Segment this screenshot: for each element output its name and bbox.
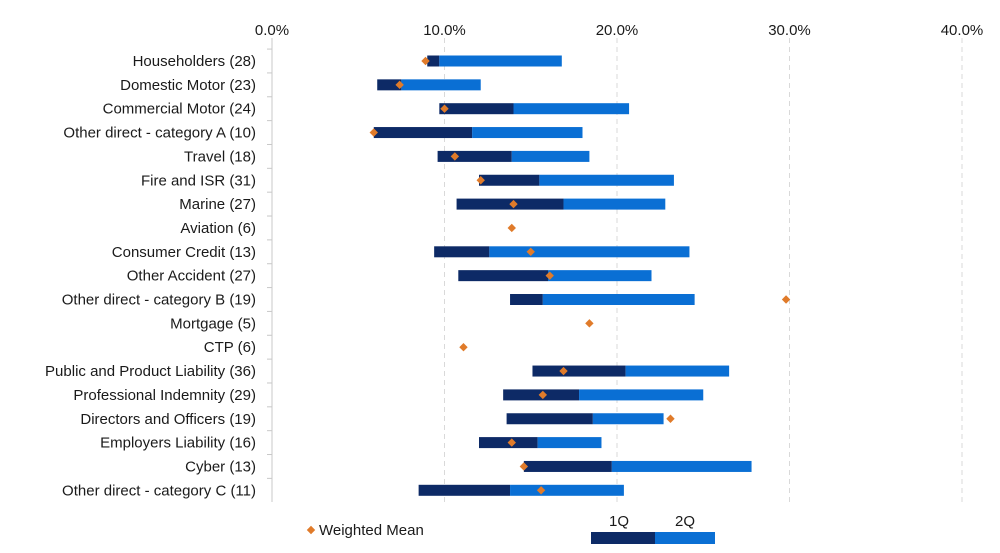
weighted-mean-marker xyxy=(507,438,516,447)
category-label: Travel (18) xyxy=(184,148,256,165)
weighted-mean-marker xyxy=(526,247,535,256)
bar-1q xyxy=(437,150,512,162)
category-label: CTP (6) xyxy=(204,339,256,356)
weighted-mean-marker xyxy=(440,104,449,113)
bar-1q xyxy=(532,365,626,377)
category-label: Cyber (13) xyxy=(185,458,256,475)
bar-2q xyxy=(611,460,752,472)
legend-weighted-mean-label: Weighted Mean xyxy=(319,522,424,539)
weighted-mean-marker xyxy=(450,152,460,161)
weighted-mean-marker xyxy=(519,462,529,471)
bar-1q xyxy=(510,294,543,305)
bar-1q xyxy=(434,246,490,258)
weighted-mean-marker xyxy=(509,199,518,209)
weighted-mean-marker xyxy=(666,414,675,423)
bar-2q xyxy=(539,174,674,186)
category-label: Mortgage (5) xyxy=(170,315,256,332)
bar-2q xyxy=(401,79,481,91)
legend-2q-swatch xyxy=(655,532,715,544)
category-label: Other Accident (27) xyxy=(127,268,256,285)
weighted-mean-marker xyxy=(369,128,378,137)
bar-1q xyxy=(439,103,514,115)
bar-1q xyxy=(479,174,540,186)
legend-2q-label: 2Q xyxy=(675,513,695,530)
x-tick-label: 30.0% xyxy=(768,22,811,39)
weighted-mean-marker xyxy=(538,390,548,400)
weighted-mean-marker xyxy=(781,295,791,304)
bar-2q xyxy=(439,55,562,67)
bars xyxy=(373,55,752,496)
bar-1q xyxy=(506,413,593,425)
bar-2q xyxy=(592,413,664,425)
category-label: Professional Indemnity (29) xyxy=(73,387,256,404)
category-label: Directors and Officers (19) xyxy=(80,411,256,428)
weighted-mean-marker xyxy=(536,486,546,495)
bar-1q xyxy=(523,460,612,472)
bar-1q xyxy=(418,484,511,496)
category-label: Consumer Credit (13) xyxy=(112,244,256,261)
weighted-mean-marker xyxy=(395,80,404,90)
bar-2q xyxy=(510,484,624,496)
x-axis-tick-labels: 0.0% 10.0% 20.0% 30.0% 40.0% xyxy=(255,22,983,39)
bar-1q xyxy=(377,79,402,91)
weighted-mean-marker xyxy=(559,366,568,376)
bar-2q xyxy=(563,198,666,210)
legend-1q-label: 1Q xyxy=(609,513,629,530)
bar-2q xyxy=(542,294,695,305)
bar-2q xyxy=(489,246,690,258)
x-tick-label: 10.0% xyxy=(423,22,466,39)
category-label: Employers Liability (16) xyxy=(100,435,256,452)
bar-2q xyxy=(513,103,630,115)
bar-1q xyxy=(373,127,473,139)
weighted-mean-marker xyxy=(476,176,485,185)
bar-1q xyxy=(427,55,440,67)
category-label: Householders (28) xyxy=(133,53,256,70)
category-label: Aviation (6) xyxy=(180,220,256,237)
weighted-mean-marker xyxy=(421,56,430,66)
x-tick-label: 0.0% xyxy=(255,22,289,39)
bar-2q xyxy=(548,270,652,282)
weighted-mean-markers xyxy=(369,56,791,495)
bar-2q xyxy=(511,150,590,162)
bar-1q xyxy=(458,270,548,282)
legend-1q-swatch xyxy=(591,532,655,544)
category-labels: Householders (28) Domestic Motor (23) Comm… xyxy=(45,48,272,499)
category-label: Public and Product Liability (36) xyxy=(45,363,256,380)
weighted-mean-marker xyxy=(459,343,468,352)
weighted-mean-marker xyxy=(545,271,554,280)
legend-weighted-mean-marker xyxy=(306,525,316,535)
bar-2q xyxy=(625,365,730,377)
category-label: Domestic Motor (23) xyxy=(120,77,256,94)
category-label: Marine (27) xyxy=(179,196,256,213)
bar-2q xyxy=(472,127,583,139)
weighted-mean-marker xyxy=(507,223,516,233)
category-label: Other direct - category A (10) xyxy=(63,125,256,142)
category-label: Commercial Motor (24) xyxy=(103,101,256,118)
legend: Weighted Mean 1Q 2Q xyxy=(306,513,715,544)
category-label: Fire and ISR (31) xyxy=(141,172,256,189)
category-label: Other direct - category B (19) xyxy=(62,292,256,309)
weighted-mean-marker xyxy=(585,319,594,328)
bar-2q xyxy=(579,389,704,401)
category-label: Other direct - category C (11) xyxy=(62,482,256,499)
x-tick-label: 40.0% xyxy=(941,22,984,39)
x-tick-label: 20.0% xyxy=(596,22,639,39)
bar-2q xyxy=(537,437,602,449)
